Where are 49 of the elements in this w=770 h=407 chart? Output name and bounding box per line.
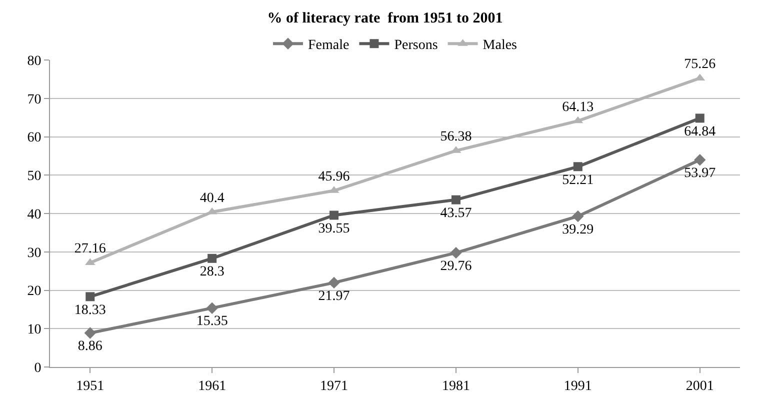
legend-label: Female — [308, 38, 350, 54]
data-label: 53.97 — [684, 166, 716, 182]
data-label: 52.21 — [562, 172, 594, 188]
y-tick-label: 70 — [27, 92, 42, 108]
y-tick-label: 20 — [27, 284, 42, 300]
y-tick-label: 60 — [27, 130, 42, 146]
data-label: 64.13 — [562, 100, 594, 115]
data-label: 43.57 — [440, 206, 472, 221]
point — [694, 154, 706, 166]
x-tick-label: 2001 — [686, 378, 714, 394]
data-label: 18.33 — [74, 302, 106, 318]
point — [86, 292, 95, 302]
data-label: 28.3 — [200, 264, 224, 280]
y-tick-label: 10 — [27, 322, 42, 338]
data-label: 29.76 — [440, 258, 472, 274]
y-tick-label: 30 — [27, 246, 42, 261]
y-tick-label: 50 — [27, 169, 42, 184]
x-tick-label: 1981 — [442, 378, 470, 394]
data-label: 75.26 — [684, 57, 716, 72]
point — [572, 210, 584, 222]
legend-label: Persons — [394, 38, 438, 54]
x-tick-label: 1951 — [76, 378, 104, 394]
point — [330, 210, 339, 220]
y-tick-label: 40 — [27, 207, 42, 222]
y-tick-label: 80 — [27, 54, 42, 69]
point — [208, 254, 217, 263]
x-tick-label: 1991 — [564, 378, 592, 394]
data-label: 40.4 — [200, 190, 224, 206]
data-label: 15.35 — [196, 314, 228, 330]
point — [695, 114, 704, 123]
legend-label: Males — [482, 38, 517, 54]
point — [84, 327, 96, 339]
point — [206, 302, 218, 314]
x-tick-label: 1971 — [320, 378, 348, 394]
data-label: 39.55 — [318, 221, 350, 236]
data-label: 8.86 — [78, 339, 102, 354]
y-tick-label: 0 — [34, 360, 42, 376]
data-label: 39.29 — [562, 222, 594, 238]
point — [328, 276, 340, 289]
chart-title: % of literacy rate from 1951 to 2001 — [267, 10, 503, 27]
data-label: 64.84 — [684, 124, 716, 140]
data-label: 21.97 — [318, 288, 350, 304]
x-tick-label: 1961 — [198, 378, 226, 394]
point — [451, 195, 460, 204]
data-label: 45.96 — [318, 170, 350, 185]
data-label: 27.16 — [74, 242, 106, 257]
data-label: 56.38 — [440, 130, 472, 145]
point — [450, 246, 462, 259]
point — [573, 162, 582, 172]
